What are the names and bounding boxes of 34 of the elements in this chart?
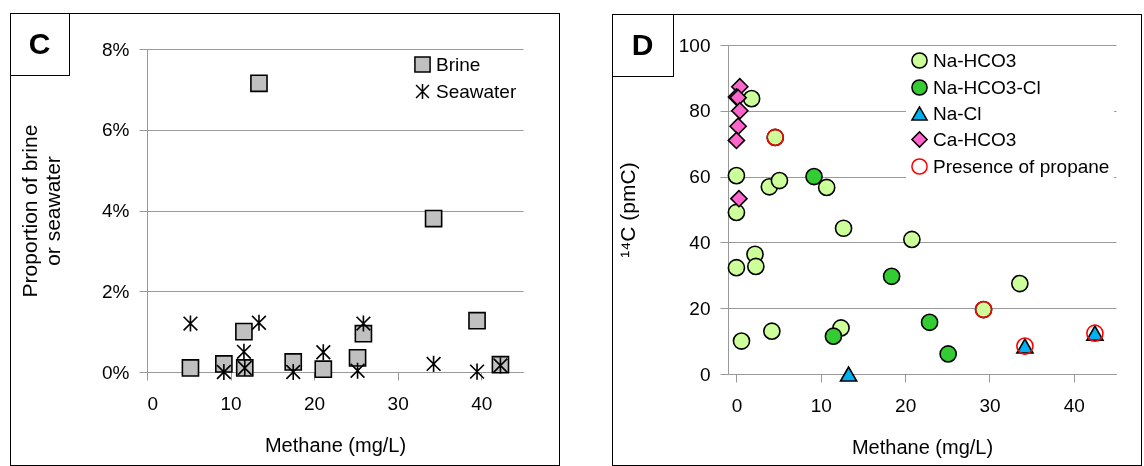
legend-label: Na-Cl (933, 102, 982, 124)
y-tick-label: 2% (102, 280, 130, 302)
legend-label: Na-HCO3 (933, 49, 1017, 71)
y-tick-label: 80 (689, 100, 711, 122)
x-tick-label: 30 (979, 394, 1001, 416)
x-tick-label: 0 (147, 392, 159, 414)
y-tick-label: 100 (678, 34, 711, 56)
y-tick-label: 8% (102, 38, 130, 60)
y-tick-label: 6% (102, 119, 130, 141)
y-tick-label: 20 (689, 297, 711, 319)
y-tick-label: 0 (699, 363, 711, 385)
x-tick-label: 10 (810, 394, 832, 416)
x-tick-label: 20 (895, 394, 917, 416)
legend-label: Brine (436, 53, 481, 75)
y-tick-label: 60 (689, 166, 711, 188)
legend-label: Presence of propane (933, 155, 1110, 177)
legend-label: Ca-HCO3 (933, 128, 1017, 150)
x-tick-label: 40 (471, 392, 493, 414)
y-axis-title: Proportion of brine or seawater (18, 124, 65, 298)
y-tick-label: 0% (102, 361, 130, 383)
x-tick-label: 0 (731, 394, 743, 416)
x-tick-label: 30 (387, 392, 409, 414)
y-tick-label: 4% (102, 200, 130, 221)
y-axis-title: ¹⁴C (pmC) (615, 162, 639, 258)
x-tick-label: 40 (1063, 394, 1085, 416)
chart-title: D (611, 13, 674, 77)
x-axis-title: Methane (mg/L) (264, 433, 407, 456)
x-tick-label: 20 (304, 392, 326, 414)
legend-label: Na-HCO3-Cl (933, 76, 1041, 98)
x-tick-label: 10 (220, 392, 242, 414)
x-axis-title: Methane (mg/L) (851, 435, 994, 458)
chart-title: C (9, 12, 70, 76)
legend-label: Seawater (436, 80, 517, 102)
y-tick-label: 40 (689, 231, 711, 253)
